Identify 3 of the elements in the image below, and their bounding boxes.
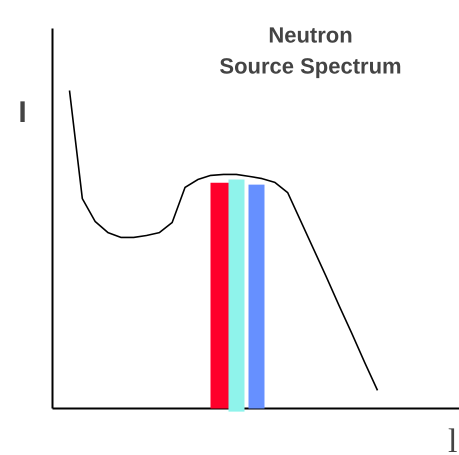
x-axis-title: l [448,423,458,455]
chart-title: Neutron Source Spectrum [219,22,402,79]
y-axis-title: I [18,96,27,129]
